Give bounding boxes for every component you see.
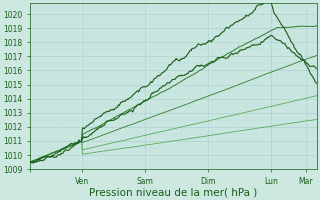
X-axis label: Pression niveau de la mer( hPa ): Pression niveau de la mer( hPa ) xyxy=(89,187,258,197)
